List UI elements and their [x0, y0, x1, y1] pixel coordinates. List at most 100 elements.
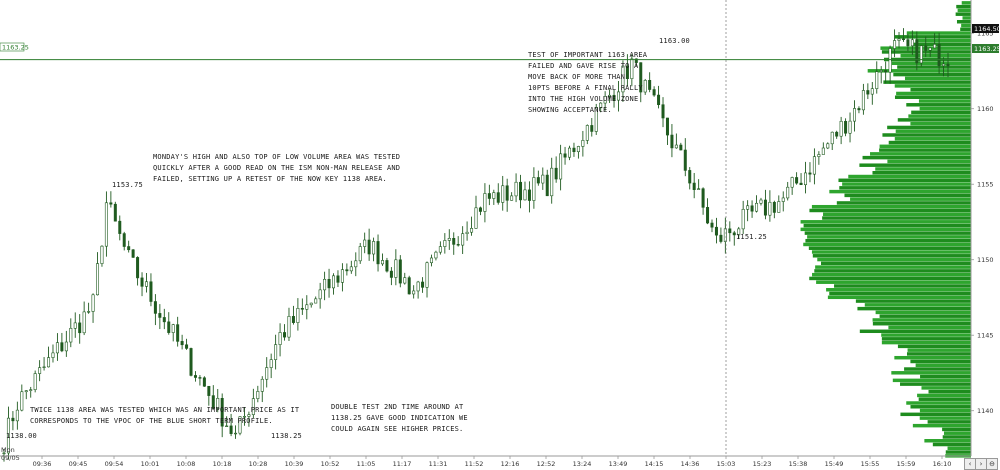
candle-body — [817, 154, 821, 157]
candle-body — [64, 341, 68, 352]
candle-body — [87, 311, 91, 313]
price-label-double-bottom: 1138.25 — [271, 432, 302, 440]
candle-body — [559, 153, 563, 180]
candle-body — [795, 177, 799, 184]
profile-bar — [900, 412, 971, 417]
candle-body — [109, 202, 113, 205]
x-tick-label: 13:24 — [573, 460, 592, 468]
candle-body — [732, 232, 736, 236]
candle-body — [118, 220, 122, 234]
profile-bar — [803, 242, 971, 247]
x-tick-label: 11:17 — [393, 460, 412, 468]
y-tick-label: 1155 — [977, 181, 994, 189]
level-price-tag-bg — [972, 44, 999, 53]
candle-body — [790, 177, 794, 188]
candle-body — [456, 244, 460, 246]
candle-body — [821, 147, 825, 155]
profile-bar — [800, 220, 971, 224]
svg-text:TEST OF IMPORTANT 1163 AREA: TEST OF IMPORTANT 1163 AREA — [528, 51, 648, 59]
candle-body — [861, 90, 865, 111]
candle-body — [291, 316, 295, 323]
profile-bar — [879, 148, 971, 152]
candle-body — [465, 231, 469, 235]
candle-body — [412, 290, 416, 295]
profile-bar — [910, 121, 971, 126]
profile-bar — [915, 38, 971, 43]
candle-body — [247, 414, 251, 417]
profile-bar — [827, 295, 971, 300]
candle-body — [113, 203, 117, 222]
candle-body — [804, 172, 808, 186]
candle-body — [42, 366, 46, 368]
candle-body — [701, 188, 705, 208]
profile-bar — [859, 329, 971, 334]
svg-text:10PTS BEFORE A FINAL RALLY: 10PTS BEFORE A FINAL RALLY — [528, 84, 643, 92]
candle-body — [670, 134, 674, 149]
y-tick-label: 1160 — [977, 105, 994, 113]
candle-body — [683, 149, 687, 171]
candle-body — [176, 324, 180, 342]
x-tick-label: 10:08 — [177, 460, 196, 468]
candle-body — [434, 251, 438, 259]
x-tick-label: 15:49 — [825, 460, 844, 468]
candle-body — [755, 202, 759, 212]
profile-bar — [867, 69, 971, 73]
profile-bar — [811, 204, 971, 209]
profile-bar — [826, 288, 971, 292]
candle-body — [893, 40, 897, 49]
profile-bar — [956, 4, 971, 9]
candle-body — [875, 71, 879, 89]
profile-bar — [817, 257, 971, 262]
candle-body — [933, 44, 937, 49]
svg-text:TWICE 1138 AREA WAS TESTED WHI: TWICE 1138 AREA WAS TESTED WHICH WAS AN … — [30, 406, 300, 414]
candle-body — [554, 167, 558, 180]
candle-body — [786, 186, 790, 199]
x-tick-label: 14:15 — [645, 460, 664, 468]
candle-body — [78, 322, 82, 334]
candle-body — [541, 174, 545, 184]
zoom-out-button[interactable]: ⊖ — [986, 458, 998, 470]
profile-bar — [816, 280, 971, 284]
candle-body — [220, 398, 224, 427]
profile-bar — [881, 50, 971, 54]
profile-bar — [915, 363, 971, 367]
candle-body — [82, 311, 86, 334]
candle-body — [536, 177, 540, 184]
y-tick-label: 1165 — [977, 30, 994, 38]
candle-body — [750, 205, 754, 212]
profile-bar — [805, 238, 971, 243]
candle-body — [519, 181, 523, 201]
x-tick-label: 10:39 — [285, 460, 304, 468]
profile-bar — [848, 174, 971, 179]
candle-body — [6, 417, 10, 454]
profile-bar — [859, 163, 971, 167]
candle-body — [652, 89, 656, 96]
candle-body — [225, 425, 229, 428]
x-tick-label: 09:36 — [33, 460, 52, 468]
profile-bar — [803, 223, 971, 228]
candle-body — [216, 398, 220, 409]
svg-text:COULD AGAIN SEE HIGHER PRICES.: COULD AGAIN SEE HIGHER PRICES. — [331, 425, 463, 433]
candle-body — [189, 348, 193, 376]
candle-body — [839, 120, 843, 137]
y-tick-label: 1145 — [977, 332, 994, 340]
profile-bar — [883, 80, 971, 84]
svg-text:FAILED, SETTING UP A RETEST OF: FAILED, SETTING UP A RETEST OF THE NOW K… — [153, 175, 387, 183]
candle-body — [283, 332, 287, 338]
candle-body — [674, 144, 678, 149]
profile-bar — [957, 8, 971, 13]
candle-body — [443, 240, 447, 247]
profile-bar — [918, 99, 971, 103]
candle-body — [2, 452, 6, 455]
candle-body — [608, 94, 612, 97]
profile-bar — [820, 261, 971, 266]
profile-bar — [891, 61, 971, 66]
profile-bar — [888, 325, 971, 330]
candle-body — [928, 47, 932, 51]
candle-body — [193, 375, 197, 378]
candle-body — [474, 207, 478, 229]
candle-body — [229, 425, 233, 434]
candle-body — [180, 341, 184, 346]
profile-bar — [910, 359, 971, 364]
